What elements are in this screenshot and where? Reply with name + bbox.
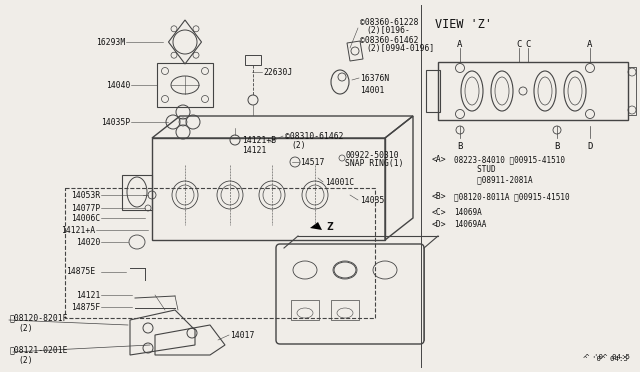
Text: 14069AA: 14069AA xyxy=(454,220,486,229)
Text: C: C xyxy=(516,39,522,48)
Text: ^ '0^ 04:5: ^ '0^ 04:5 xyxy=(583,356,628,362)
Text: 14006C: 14006C xyxy=(71,214,100,222)
Text: VIEW 'Z': VIEW 'Z' xyxy=(435,18,492,31)
Text: ^ '0^ 04:5: ^ '0^ 04:5 xyxy=(585,354,630,360)
Text: 16376N: 16376N xyxy=(360,74,389,83)
Text: 14035P: 14035P xyxy=(100,118,130,126)
Text: STUD: STUD xyxy=(454,165,495,174)
Text: ©08310-61462: ©08310-61462 xyxy=(285,131,344,141)
Polygon shape xyxy=(310,222,322,230)
Text: ⒲08120-8201F: ⒲08120-8201F xyxy=(10,314,68,323)
Bar xyxy=(331,300,359,320)
Text: (2)[0196-: (2)[0196- xyxy=(366,26,410,35)
Text: 08223-84010 ⓦ00915-41510: 08223-84010 ⓦ00915-41510 xyxy=(454,155,565,164)
Text: 14121: 14121 xyxy=(242,145,266,154)
Text: 14121+B: 14121+B xyxy=(242,135,276,144)
Bar xyxy=(65,188,375,318)
Text: ⓝ08911-2081A: ⓝ08911-2081A xyxy=(454,175,532,184)
Text: 14121+A: 14121+A xyxy=(61,225,95,234)
Text: <A>: <A> xyxy=(432,155,447,164)
Text: <D>: <D> xyxy=(432,220,447,229)
Bar xyxy=(245,55,261,65)
Text: ©08360-61228: ©08360-61228 xyxy=(360,17,419,26)
Text: A: A xyxy=(458,39,463,48)
Bar xyxy=(291,300,319,320)
Text: 14001C: 14001C xyxy=(325,177,355,186)
Text: (2): (2) xyxy=(291,141,306,150)
Text: SNAP RING(1): SNAP RING(1) xyxy=(345,158,403,167)
Text: D: D xyxy=(588,142,593,151)
Text: 14069A: 14069A xyxy=(454,208,482,217)
Text: ⒲08120-8011A ⓦ00915-41510: ⒲08120-8011A ⓦ00915-41510 xyxy=(454,192,570,201)
Text: 14040: 14040 xyxy=(106,80,130,90)
Text: B: B xyxy=(554,142,560,151)
Text: C: C xyxy=(525,39,531,48)
Text: 14121: 14121 xyxy=(76,291,100,299)
Text: B: B xyxy=(458,142,463,151)
Text: 14875F: 14875F xyxy=(71,302,100,311)
Text: A: A xyxy=(588,39,593,48)
Text: <C>: <C> xyxy=(432,208,447,217)
Bar xyxy=(628,67,636,115)
Text: (2): (2) xyxy=(18,356,33,365)
Text: 14053R: 14053R xyxy=(71,190,100,199)
Text: 14517: 14517 xyxy=(300,157,324,167)
Bar xyxy=(157,63,213,107)
Text: 00922-50310: 00922-50310 xyxy=(345,151,399,160)
Text: 14077P: 14077P xyxy=(71,203,100,212)
Text: 14017: 14017 xyxy=(230,330,254,340)
Text: Z: Z xyxy=(326,222,333,232)
Text: 16293M: 16293M xyxy=(96,38,125,46)
Bar xyxy=(438,62,628,120)
Text: 22630J: 22630J xyxy=(263,67,292,77)
Bar xyxy=(426,70,440,112)
Text: <B>: <B> xyxy=(432,192,447,201)
Text: 14001: 14001 xyxy=(360,86,385,94)
Text: ©08360-61462: ©08360-61462 xyxy=(360,35,419,45)
Text: 14035: 14035 xyxy=(360,196,385,205)
Text: ⒲08121-0201E: ⒲08121-0201E xyxy=(10,346,68,355)
Text: (2): (2) xyxy=(18,324,33,333)
Text: 14020: 14020 xyxy=(76,237,100,247)
Text: (2)[0994-0196]: (2)[0994-0196] xyxy=(366,44,435,52)
Text: 14875E: 14875E xyxy=(66,267,95,276)
